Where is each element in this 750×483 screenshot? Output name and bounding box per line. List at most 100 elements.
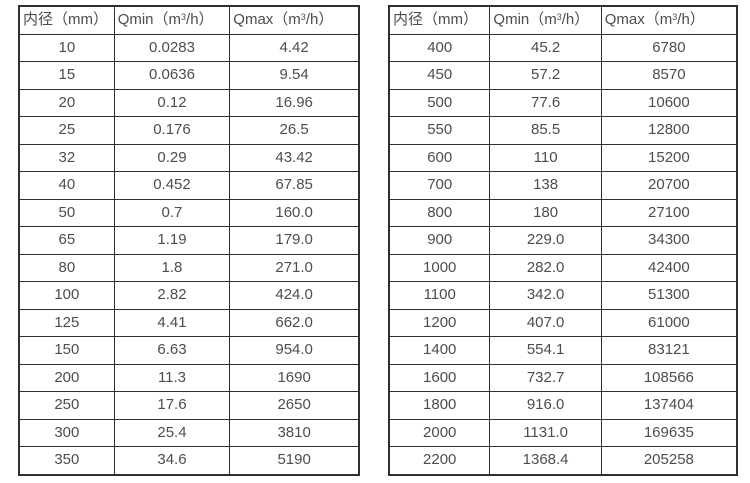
diameter-cell: 1200 (388, 308, 491, 337)
superscript-3: 3 (181, 11, 187, 22)
table-row: 200 11.3 1690 (18, 363, 360, 392)
diameter-cell: 400 (388, 33, 491, 62)
qmin-cell: 11.3 (113, 363, 231, 392)
diameter-cell: 800 (388, 198, 491, 227)
qmin-cell: 916.0 (489, 391, 602, 420)
diameter-cell: 20 (18, 88, 115, 117)
qmin-cell: 85.5 (489, 116, 602, 145)
qmax-cell: 26.5 (229, 116, 360, 145)
qmax-cell: 179.0 (229, 226, 360, 255)
qmin-cell: 282.0 (489, 253, 602, 282)
table-row: 65 1.19 179.0 (18, 226, 360, 255)
table-row: 400 45.2 6780 (388, 33, 738, 62)
qmax-cell: 1690 (229, 363, 360, 392)
qmin-cell: 0.176 (113, 116, 231, 145)
diameter-cell: 550 (388, 116, 491, 145)
diameter-cell: 300 (18, 418, 115, 447)
qmax-cell: 108566 (600, 363, 738, 392)
qmin-cell: 0.12 (113, 88, 231, 117)
diameter-cell: 50 (18, 198, 115, 227)
header-diameter: 内径（mm） (18, 5, 115, 35)
qmin-cell: 77.6 (489, 88, 602, 117)
diameter-cell: 600 (388, 143, 491, 172)
table-row: 80 1.8 271.0 (18, 253, 360, 282)
table-row: 20 0.12 16.96 (18, 88, 360, 117)
table-row: 15 0.0636 9.54 (18, 61, 360, 90)
qmax-cell: 83121 (600, 336, 738, 365)
diameter-cell: 1100 (388, 281, 491, 310)
diameter-cell: 250 (18, 391, 115, 420)
header-qmin: Qmin（m3/h） (489, 5, 602, 35)
table-row: 2200 1368.4 205258 (388, 446, 738, 475)
diameter-cell: 350 (18, 446, 115, 475)
qmin-cell: 45.2 (489, 33, 602, 62)
qmin-cell: 2.82 (113, 281, 231, 310)
table-row: 600 110 15200 (388, 143, 738, 172)
diameter-cell: 1800 (388, 391, 491, 420)
table-row: 1800 916.0 137404 (388, 391, 738, 420)
table-row: 125 4.41 662.0 (18, 308, 360, 337)
header-qmax: Qmax（m3/h） (600, 5, 738, 35)
diameter-cell: 1400 (388, 336, 491, 365)
qmax-cell: 160.0 (229, 198, 360, 227)
qmin-cell: 138 (489, 171, 602, 200)
qmin-cell: 57.2 (489, 61, 602, 90)
table-row: 300 25.4 3810 (18, 418, 360, 447)
superscript-3: 3 (672, 11, 678, 22)
qmin-cell: 554.1 (489, 336, 602, 365)
qmin-cell: 229.0 (489, 226, 602, 255)
qmin-cell: 180 (489, 198, 602, 227)
diameter-cell: 700 (388, 171, 491, 200)
header-qmin: Qmin（m3/h） (113, 5, 231, 35)
header-diameter-label: 内径（mm） (23, 11, 108, 28)
qmax-cell: 67.85 (229, 171, 360, 200)
diameter-cell: 15 (18, 61, 115, 90)
table-row: 32 0.29 43.42 (18, 143, 360, 172)
diameter-cell: 500 (388, 88, 491, 117)
qmax-cell: 3810 (229, 418, 360, 447)
qmax-cell: 12800 (600, 116, 738, 145)
qmax-cell: 6780 (600, 33, 738, 62)
table-row: 40 0.452 67.85 (18, 171, 360, 200)
diameter-cell: 65 (18, 226, 115, 255)
qmax-cell: 2650 (229, 391, 360, 420)
table-row: 1400 554.1 83121 (388, 336, 738, 365)
diameter-cell: 200 (18, 363, 115, 392)
qmax-cell: 51300 (600, 281, 738, 310)
diameter-cell: 32 (18, 143, 115, 172)
qmin-cell: 0.0283 (113, 33, 231, 62)
qmin-cell: 407.0 (489, 308, 602, 337)
qmin-cell: 110 (489, 143, 602, 172)
table-row: 1000 282.0 42400 (388, 253, 738, 282)
table-row: 1100 342.0 51300 (388, 281, 738, 310)
qmax-cell: 9.54 (229, 61, 360, 90)
qmax-cell: 61000 (600, 308, 738, 337)
header-qmax: Qmax（m3/h） (229, 5, 360, 35)
qmax-cell: 16.96 (229, 88, 360, 117)
qmin-cell: 1.8 (113, 253, 231, 282)
flow-spec-table-right: 内径（mm） Qmin（m3/h） Qmax（m3/h） 400 45.2 6780… (388, 5, 738, 476)
table-row: 450 57.2 8570 (388, 61, 738, 90)
qmax-cell: 137404 (600, 391, 738, 420)
superscript-3: 3 (300, 11, 306, 22)
qmin-cell: 34.6 (113, 446, 231, 475)
table-row: 1600 732.7 108566 (388, 363, 738, 392)
header-diameter: 内径（mm） (388, 5, 491, 35)
table-row: 500 77.6 10600 (388, 88, 738, 117)
table-row: 2000 1131.0 169635 (388, 418, 738, 447)
diameter-cell: 2000 (388, 418, 491, 447)
qmin-cell: 17.6 (113, 391, 231, 420)
diameter-cell: 40 (18, 171, 115, 200)
qmin-cell: 0.0636 (113, 61, 231, 90)
qmin-cell: 25.4 (113, 418, 231, 447)
diameter-cell: 450 (388, 61, 491, 90)
table-row: 10 0.0283 4.42 (18, 33, 360, 62)
qmax-cell: 954.0 (229, 336, 360, 365)
diameter-cell: 125 (18, 308, 115, 337)
qmax-cell: 15200 (600, 143, 738, 172)
diameter-cell: 1000 (388, 253, 491, 282)
diameter-cell: 10 (18, 33, 115, 62)
superscript-3: 3 (556, 11, 562, 22)
flow-spec-table-left: 内径（mm） Qmin（m3/h） Qmax（m3/h） 10 0.0283 4.4… (18, 5, 360, 476)
